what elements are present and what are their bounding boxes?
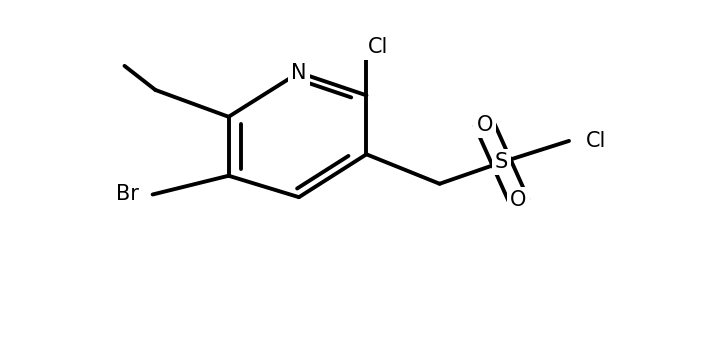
Text: Cl: Cl (586, 131, 606, 151)
Text: O: O (510, 190, 526, 210)
Text: S: S (495, 152, 508, 172)
Text: N: N (291, 63, 306, 82)
Text: Cl: Cl (367, 37, 388, 57)
Text: O: O (476, 115, 493, 135)
Text: Br: Br (115, 184, 139, 205)
